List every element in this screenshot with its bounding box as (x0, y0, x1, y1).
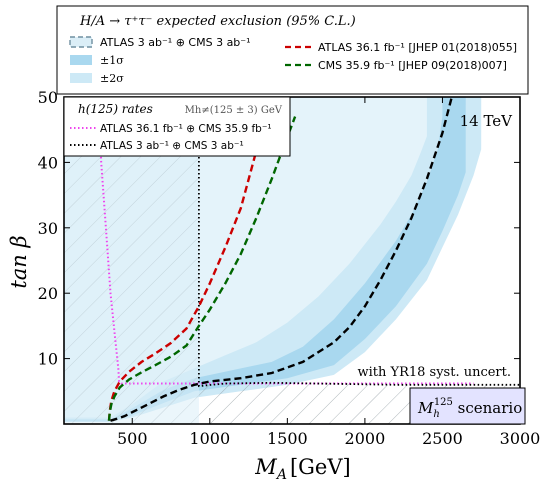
x-tick-label: 1000 (189, 429, 230, 448)
plot-layer (64, 97, 520, 424)
legend-label-expected: ATLAS 3 ab⁻¹ ⊕ CMS 3 ab⁻¹ (100, 36, 251, 49)
legend-h125-note: Mh≠(125 ± 3) GeV (185, 105, 283, 116)
y-tick-label: 30 (38, 219, 58, 238)
scenario-box (409, 387, 526, 425)
excluded-region-left (64, 97, 199, 424)
y-axis-ticks: 10 20 30 40 50 (38, 88, 520, 369)
legend-label-h125-current: ATLAS 36.1 fb⁻¹ ⊕ CMS 35.9 fb⁻¹ (100, 123, 272, 135)
legend-label-band1: ±1σ (100, 54, 124, 67)
legend-top: H/A → τ⁺τ⁻ expected exclusion (95% C.L.)… (56, 5, 529, 95)
x-tick-label: 2500 (422, 429, 463, 448)
legend-h125-title: h(125) rates (78, 102, 153, 116)
atlas36-line (107, 135, 262, 421)
y-axis-label: tan β (7, 235, 31, 288)
x-tick-label: 500 (117, 429, 148, 448)
syst-annotation: with YR18 syst. uncert. (357, 365, 511, 380)
legend-swatch-band2 (70, 73, 92, 83)
scenario-label: Mh125 scenario (417, 397, 522, 420)
y-tick-label: 40 (38, 153, 58, 172)
energy-label: 14 TeV (460, 112, 514, 130)
legend-label-band2: ±2σ (100, 72, 124, 85)
y-tick-label: 50 (38, 88, 58, 107)
expected-exclusion-line (110, 97, 453, 422)
x-axis-ticks: 500 1000 1500 2000 2500 3000 (117, 97, 540, 448)
legend-label-atlas36: ATLAS 36.1 fb⁻¹ [JHEP 01(2018)055] (318, 41, 517, 54)
legend-swatch-expected (69, 36, 93, 48)
legend-swatch-band1 (70, 55, 92, 65)
h125-hl-line (198, 97, 520, 388)
cms35-line (107, 116, 297, 421)
y-tick-label: 10 (38, 350, 58, 369)
y-tick-label: 20 (38, 284, 58, 303)
legend-top-title: H/A → τ⁺τ⁻ expected exclusion (95% C.L.) (79, 14, 356, 29)
plot-frame (63, 96, 521, 425)
x-tick-label: 2000 (345, 429, 386, 448)
x-tick-label: 3000 (500, 429, 541, 448)
x-tick-label: 1500 (267, 429, 308, 448)
legend-label-h125-hl: ATLAS 3 ab⁻¹ ⊕ CMS 3 ab⁻¹ (100, 140, 244, 152)
legend-h125: h(125) rates Mh≠(125 ± 3) GeV ATLAS 36.1… (63, 96, 291, 157)
x-axis-label: MA [GeV] (254, 455, 350, 483)
legend-label-cms35: CMS 35.9 fb⁻¹ [JHEP 09(2018)007] (318, 59, 507, 72)
